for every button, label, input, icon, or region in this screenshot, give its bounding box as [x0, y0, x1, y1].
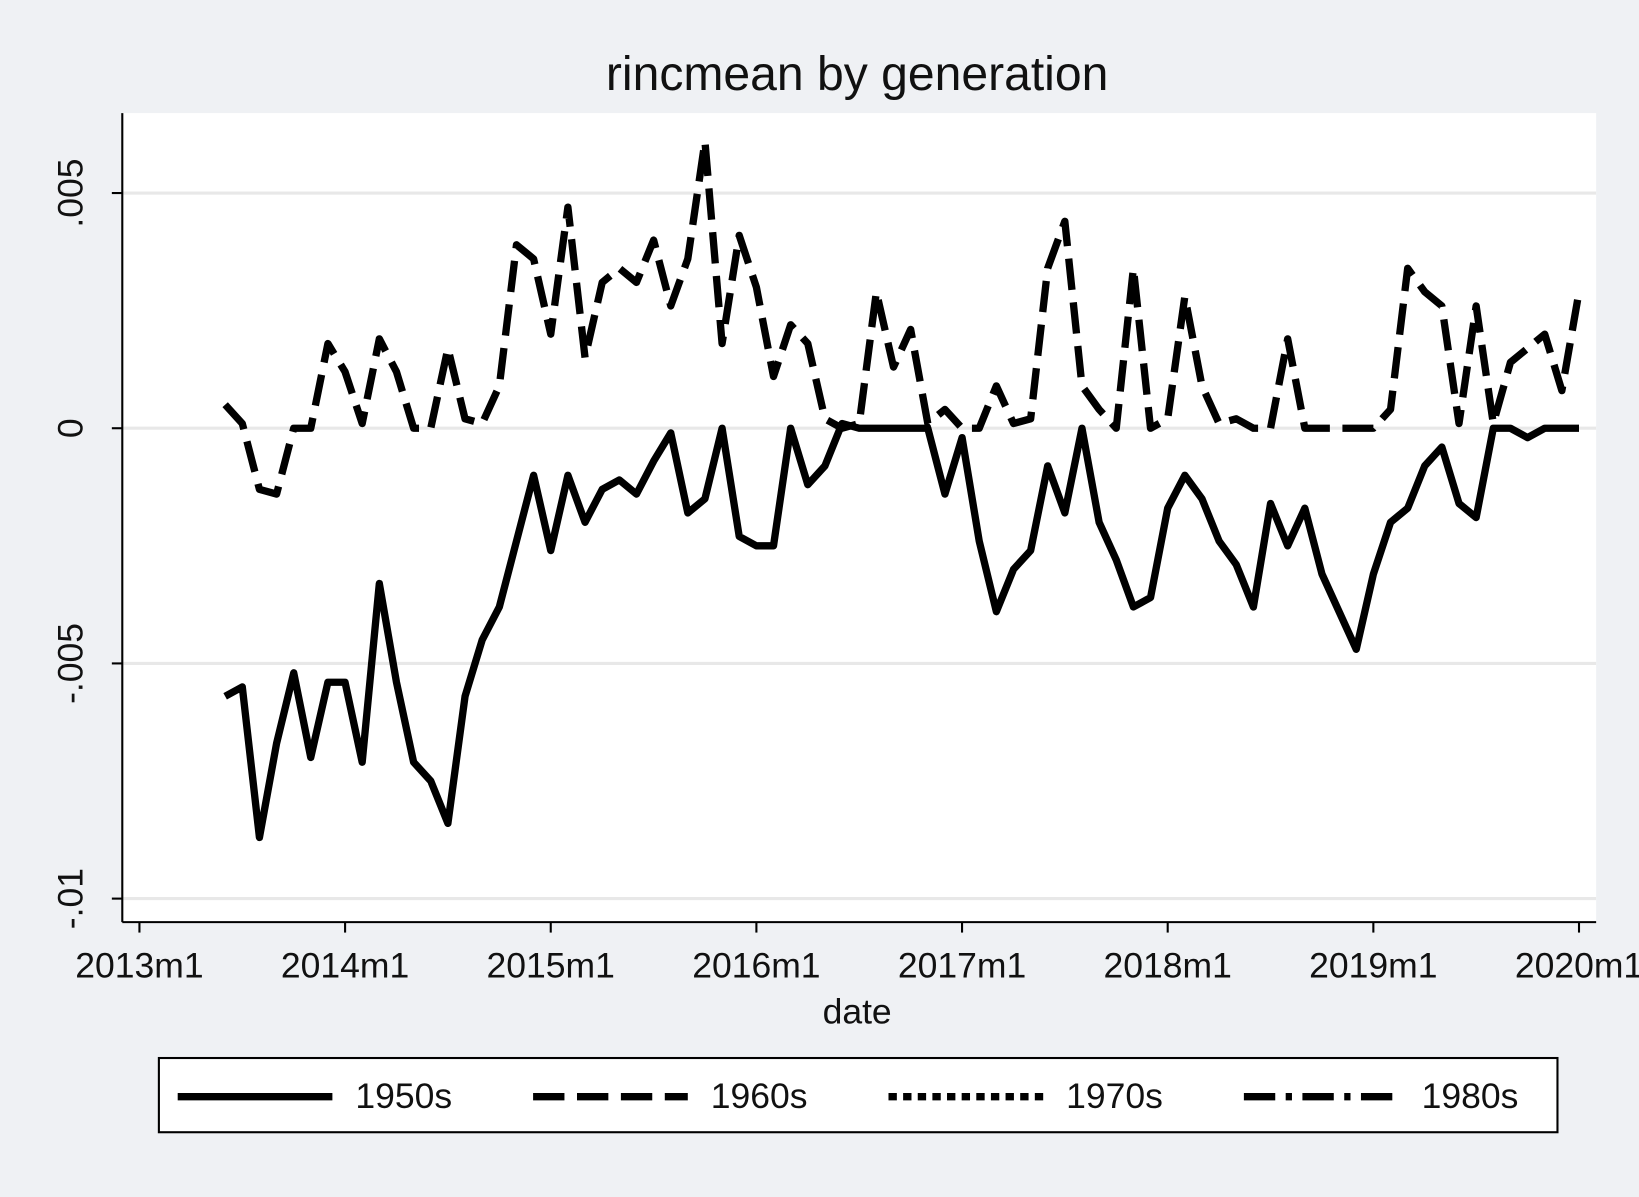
x-tick-label: 2017m1	[898, 946, 1026, 986]
x-tick-label: 2019m1	[1309, 946, 1437, 986]
plot-area	[122, 113, 1597, 923]
series-line	[223, 419, 1580, 842]
x-tick-label: 2018m1	[1104, 946, 1232, 986]
y-tick-label: -.01	[51, 868, 91, 929]
legend-label: 1970s	[1066, 1076, 1163, 1116]
series-line	[222, 137, 1583, 498]
chart-title: rincmean by generation	[606, 47, 1108, 101]
x-tick-label: 2015m1	[487, 946, 615, 986]
y-tick-label: .005	[51, 158, 91, 227]
x-tick-label: 2013m1	[75, 946, 203, 986]
y-tick-label: 0	[51, 418, 91, 438]
x-tick-label: 2016m1	[692, 946, 820, 986]
y-tick-label: -.005	[51, 623, 91, 704]
x-tick-label: 2014m1	[281, 946, 409, 986]
x-axis-label: date	[823, 992, 892, 1032]
x-tick-label: 2020m1	[1515, 946, 1639, 986]
legend-label: 1950s	[355, 1076, 452, 1116]
legend-label: 1980s	[1422, 1076, 1519, 1116]
legend-label: 1960s	[711, 1076, 808, 1116]
